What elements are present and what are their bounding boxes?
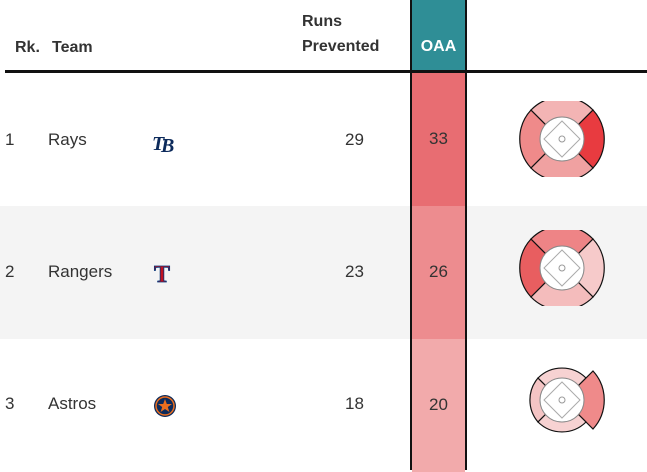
- svg-text:T: T: [152, 133, 165, 155]
- oaa-header-label: OAA: [420, 38, 457, 55]
- runs-prevented-cell: 23: [345, 262, 364, 281]
- rank-cell: 2: [5, 262, 15, 281]
- oaa-value: 33: [429, 129, 448, 148]
- team-name-link[interactable]: Rays: [48, 130, 87, 149]
- svg-text:T: T: [154, 262, 170, 287]
- runs-prevented-header[interactable]: Runs Prevented: [302, 11, 379, 58]
- team-name-link[interactable]: Astros: [48, 394, 97, 413]
- oaa-cell-rays: 33: [412, 73, 465, 206]
- oaa-cell-rangers: 26: [412, 206, 465, 339]
- header-divider: [5, 70, 647, 73]
- svg-text:B: B: [160, 135, 174, 157]
- team-name-link[interactable]: Rangers: [48, 262, 113, 281]
- rangers-logo-icon: T: [154, 262, 171, 287]
- fielding-zone-rays-icon: [519, 101, 605, 177]
- oaa-column: OAA: [410, 0, 467, 470]
- oaa-cell-astros: 20: [412, 339, 465, 472]
- oaa-header[interactable]: OAA: [412, 0, 465, 72]
- rays-logo-icon: T B: [152, 133, 174, 157]
- oaa-value: 20: [429, 395, 448, 414]
- rank-cell: 3: [5, 394, 15, 413]
- fielding-zone-astros-icon: [529, 367, 605, 433]
- runs-prevented-cell: 29: [345, 130, 364, 149]
- oaa-value: 26: [429, 262, 448, 281]
- runs-prevented-header-line2: Prevented: [302, 38, 380, 55]
- rank-cell: 1: [5, 130, 15, 149]
- runs-prevented-cell: 18: [345, 394, 364, 413]
- team-header[interactable]: Team: [52, 39, 93, 56]
- table-header: Rk. Team Runs Prevented: [0, 0, 647, 72]
- fielding-zone-rangers-icon: [519, 230, 605, 306]
- rank-header[interactable]: Rk.: [15, 39, 40, 56]
- astros-logo-icon: [154, 395, 176, 417]
- runs-prevented-header-line1: Runs: [302, 13, 342, 30]
